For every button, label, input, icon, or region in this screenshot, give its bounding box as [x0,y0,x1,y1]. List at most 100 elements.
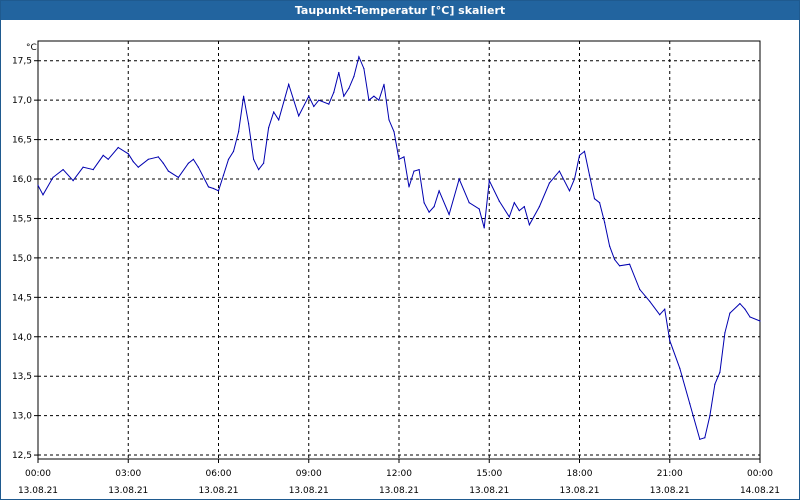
data-point [588,174,591,176]
data-point [117,146,119,149]
data-point [207,186,210,188]
x-tick-date: 13.08.21 [108,486,148,496]
data-point [398,158,400,160]
data-point [177,176,179,178]
data-point [298,115,300,117]
data-point [137,166,139,168]
data-point [147,158,149,160]
data-point [378,99,380,101]
data-point [508,216,510,218]
data-point [433,206,435,208]
data-point [217,190,220,192]
data-point [333,91,335,93]
x-tick-time: 18:00 [567,469,593,479]
data-point [107,158,109,160]
y-axis-unit: °C [26,43,37,53]
data-point [92,169,94,171]
data-point [388,119,390,121]
window-title: Taupunkt-Temperatur [°C] skaliert [1,1,799,20]
y-tick-label: 16,0 [12,175,32,185]
data-point [593,198,596,200]
data-point [649,300,651,302]
data-point [162,162,164,164]
data-point [42,194,44,196]
data-point [518,210,520,212]
data-point [393,131,395,133]
y-tick-label: 17,0 [12,96,32,106]
data-point [368,99,370,101]
data-point [689,403,691,405]
data-point [363,68,365,70]
data-point [403,156,405,158]
data-point [714,383,716,385]
data-point [408,186,410,188]
data-point [513,202,515,204]
data-point [468,202,470,204]
data-point [52,176,54,178]
data-point [222,174,225,176]
y-tick-label: 17,5 [12,57,32,67]
data-point [719,371,721,373]
data-point [528,224,531,226]
data-point [373,95,375,97]
data-point [604,221,606,223]
x-tick-date: 14.08.21 [740,486,780,496]
dewpoint-chart: °C 12,513,013,514,014,515,015,516,016,51… [12,40,780,496]
x-axis-ticks: 00:00 13.08.21 03:00 13.08.21 06:00 13.08.21 0… [18,459,780,496]
data-point [127,153,129,155]
data-point [348,87,350,89]
data-point [192,158,194,160]
data-point [679,367,681,369]
data-point [488,180,490,182]
x-tick-date: 13.08.21 [650,486,690,496]
data-point [538,206,541,208]
y-tick-label: 16,5 [12,136,32,146]
data-point [232,150,235,152]
data-point [583,150,586,152]
x-tick-time: 15:00 [476,469,502,479]
data-point [273,111,275,113]
data-point [157,156,159,158]
data-point [438,190,440,192]
data-point [212,187,215,190]
data-point [243,95,245,97]
data-point [568,190,571,192]
data-point [458,178,460,180]
data-point [669,340,671,342]
data-point [227,158,230,160]
x-tick-time: 06:00 [206,469,232,479]
data-point [744,308,746,310]
data-point [548,182,551,184]
data-point [263,162,265,164]
x-tick-time: 21:00 [657,469,683,479]
data-point [448,213,450,216]
data-point [328,103,330,105]
data-point [709,415,711,417]
data-point [343,95,345,97]
y-tick-label: 15,5 [12,214,32,224]
data-point [197,166,199,168]
data-point [619,265,621,267]
data-point [739,303,741,305]
data-point [659,314,661,316]
data-point [278,119,280,121]
x-tick-date: 13.08.21 [379,486,419,496]
x-tick-time: 12:00 [386,469,412,479]
y-tick-label: 14,0 [12,333,32,343]
data-point [428,211,430,213]
data-point [578,154,581,156]
data-point [523,206,525,208]
x-tick-date: 13.08.21 [18,486,58,496]
data-point [599,202,601,204]
y-tick-label: 14,5 [12,293,32,303]
data-point [498,200,500,202]
x-tick-time: 09:00 [296,469,322,479]
data-point [253,158,255,160]
data-point [478,208,480,210]
data-point [609,245,611,247]
data-point [187,162,189,164]
data-point [248,123,250,125]
data-point [167,170,169,172]
data-point [383,83,385,85]
data-point [288,83,290,85]
